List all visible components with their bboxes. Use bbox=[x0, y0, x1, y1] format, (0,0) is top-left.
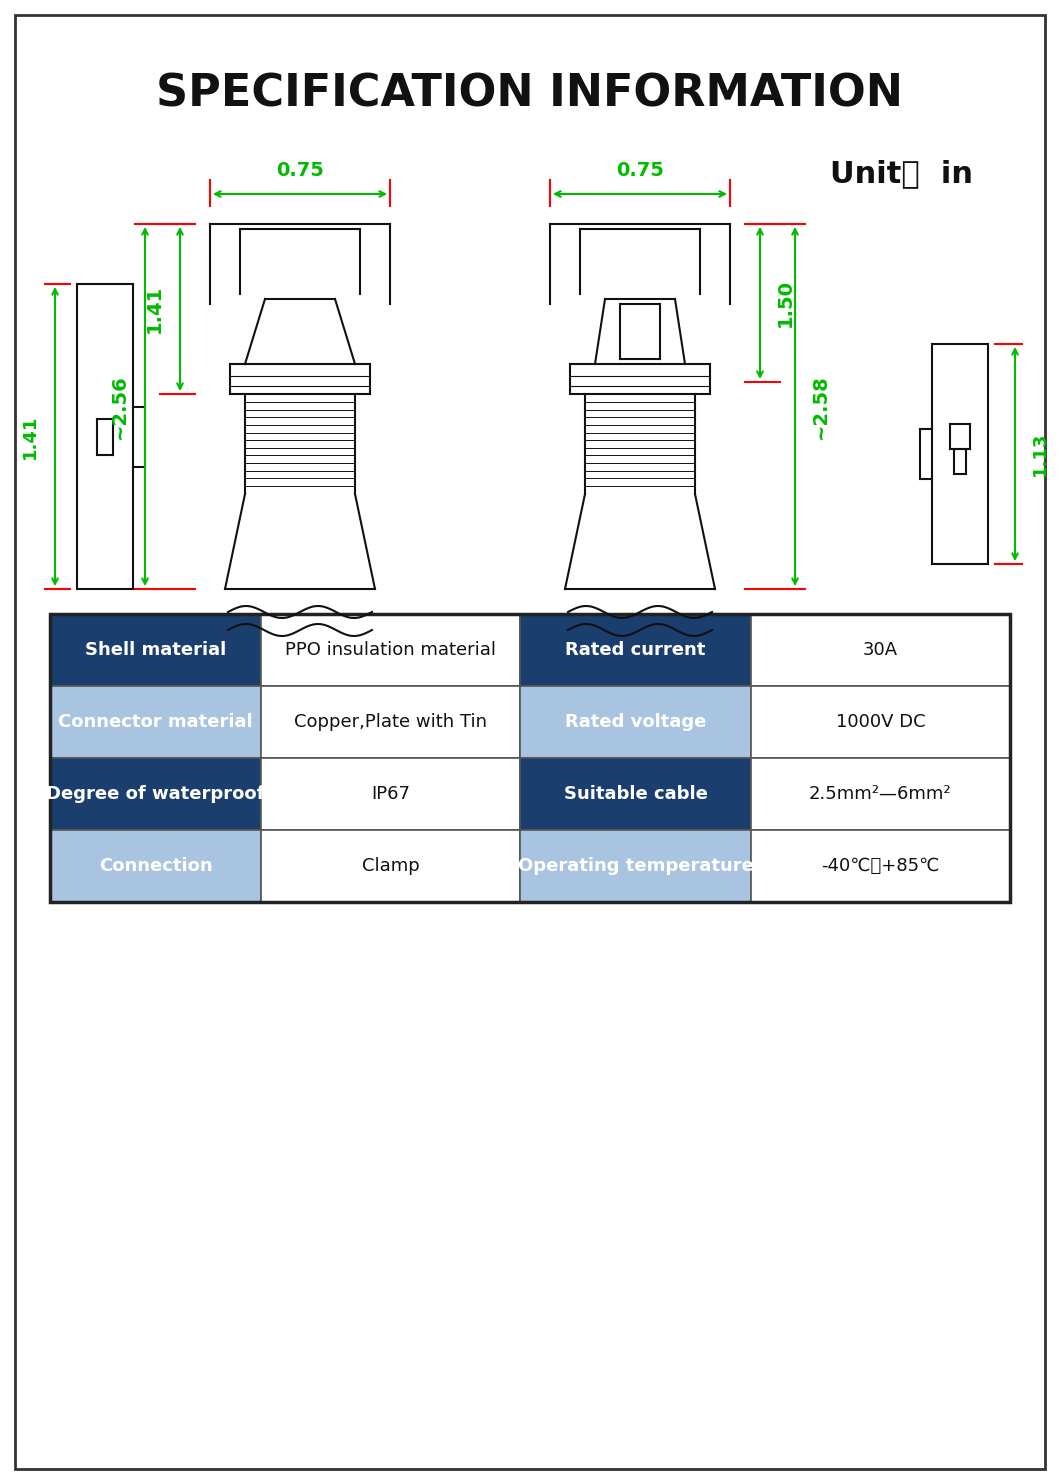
Bar bbox=[261, 686, 520, 758]
Bar bbox=[750, 614, 1010, 686]
Bar bbox=[50, 614, 261, 686]
Bar bbox=[50, 758, 261, 830]
Text: 1.13: 1.13 bbox=[1031, 432, 1049, 476]
Text: 1.41: 1.41 bbox=[145, 285, 164, 332]
Text: PPO insulation material: PPO insulation material bbox=[285, 641, 496, 659]
Text: Copper,Plate with Tin: Copper,Plate with Tin bbox=[295, 712, 488, 732]
Text: Clamp: Clamp bbox=[361, 856, 420, 876]
Bar bbox=[520, 758, 750, 830]
Bar bbox=[520, 830, 750, 902]
Text: 1.50: 1.50 bbox=[776, 279, 795, 326]
Bar bbox=[261, 830, 520, 902]
Text: Connector material: Connector material bbox=[58, 712, 253, 732]
Text: Connection: Connection bbox=[99, 856, 212, 876]
Bar bbox=[50, 830, 261, 902]
Text: SPECIFICATION INFORMATION: SPECIFICATION INFORMATION bbox=[157, 73, 903, 116]
Bar bbox=[520, 686, 750, 758]
Text: Suitable cable: Suitable cable bbox=[564, 785, 707, 803]
Bar bbox=[50, 686, 261, 758]
Text: 0.75: 0.75 bbox=[276, 160, 324, 180]
Bar bbox=[750, 686, 1010, 758]
Text: 1000V DC: 1000V DC bbox=[835, 712, 925, 732]
Bar bbox=[520, 614, 750, 686]
Text: 1.41: 1.41 bbox=[21, 414, 39, 459]
Text: 30A: 30A bbox=[863, 641, 898, 659]
Bar bbox=[261, 614, 520, 686]
Text: Operating temperature: Operating temperature bbox=[517, 856, 754, 876]
Text: Rated current: Rated current bbox=[565, 641, 706, 659]
Text: IP67: IP67 bbox=[371, 785, 410, 803]
Bar bbox=[750, 758, 1010, 830]
Text: Unit：  in: Unit： in bbox=[830, 159, 973, 188]
Text: Shell material: Shell material bbox=[85, 641, 226, 659]
Text: 2.5mm²—6mm²: 2.5mm²—6mm² bbox=[809, 785, 952, 803]
Text: -40℃～+85℃: -40℃～+85℃ bbox=[822, 856, 939, 876]
Text: Degree of waterproof: Degree of waterproof bbox=[47, 785, 265, 803]
Bar bbox=[50, 614, 1010, 902]
Bar bbox=[261, 758, 520, 830]
Text: 0.75: 0.75 bbox=[616, 160, 664, 180]
Text: ~2.58: ~2.58 bbox=[811, 374, 830, 439]
Text: ~2.56: ~2.56 bbox=[110, 374, 129, 439]
Bar bbox=[750, 830, 1010, 902]
Text: Rated voltage: Rated voltage bbox=[565, 712, 706, 732]
